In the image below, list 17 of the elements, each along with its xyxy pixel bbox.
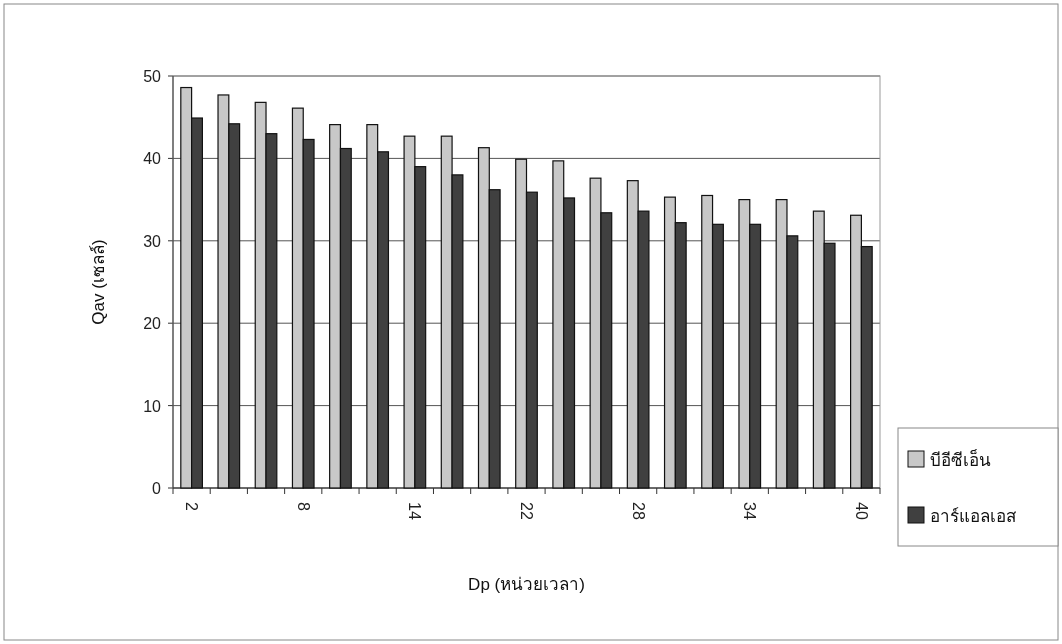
y-tick-label: 0 [152,480,162,497]
y-axis-title: Qav (เซลล์) [89,239,108,325]
x-tick-label: 28 [629,502,647,520]
x-tick-label: 40 [852,502,870,520]
x-tick-label: 34 [741,502,759,520]
x-axis-title: Dp (หน่วยเวลา) [468,575,585,594]
y-tick-label: 20 [143,315,162,333]
y-tick-label: 50 [143,68,162,85]
legend-label: อาร์แอลเอส [930,507,1017,526]
y-tick-label: 10 [143,397,162,415]
x-tick-label: 14 [406,502,424,520]
y-tick-label: 40 [143,150,162,168]
x-tick-label: 2 [183,502,201,511]
y-tick-label: 30 [143,232,162,250]
x-tick-label: 22 [518,502,535,520]
x-tick-label: 8 [294,502,312,511]
legend-label: บีอีซีเอ็น [930,449,991,470]
